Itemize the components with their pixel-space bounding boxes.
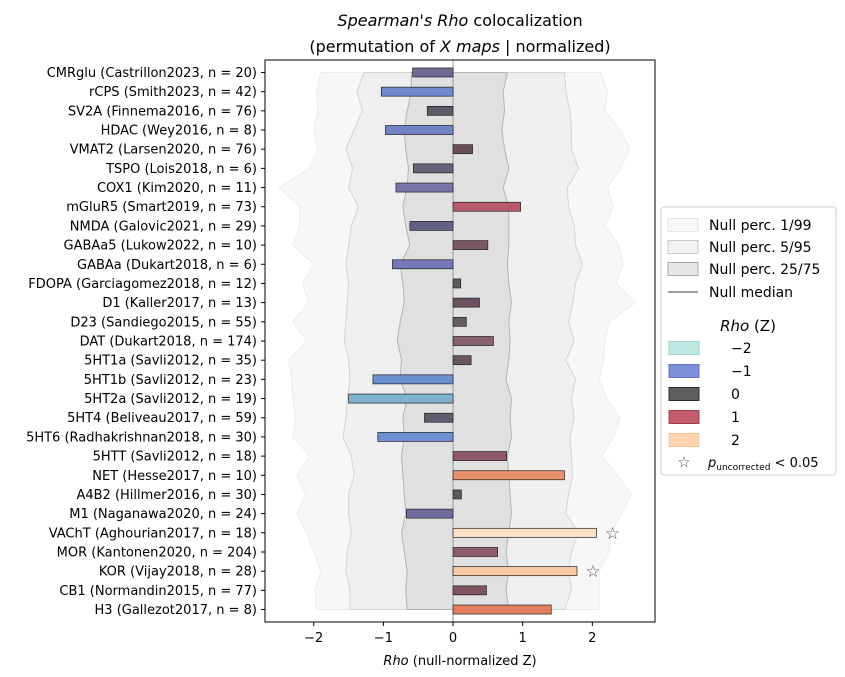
- bar: [452, 355, 472, 366]
- legend-swatch: [667, 262, 699, 276]
- bar: [348, 393, 454, 404]
- legend-title: Rho (Z): [720, 317, 776, 335]
- legend-color-label: 1: [731, 410, 740, 426]
- bar: [452, 489, 462, 500]
- y-tick-label: H3 (Gallezot2017, n = 8): [95, 603, 257, 618]
- y-tick-label: 5HT1b (Savli2012, n = 23): [84, 373, 257, 388]
- y-tick-label: 5HT6 (Radhakrishnan2018, n = 30): [26, 430, 257, 445]
- legend-label: Null perc. 25/75: [709, 262, 820, 278]
- y-tick-label: COX1 (Kim2020, n = 11): [97, 181, 257, 196]
- x-tick-label: 2: [588, 631, 596, 646]
- significance-star: ☆: [585, 562, 600, 582]
- bar: [452, 451, 508, 461]
- legend-sig-label: puncorrected < 0.05: [707, 456, 819, 473]
- y-tick-label: TSPO (Lois2018, n = 6): [105, 162, 257, 177]
- bar: [412, 163, 454, 174]
- bar: [385, 125, 454, 135]
- legend-swatch: [667, 218, 699, 232]
- bar: [377, 432, 454, 442]
- legend-color-label: −2: [731, 341, 752, 357]
- bar: [452, 604, 552, 615]
- bar: [452, 144, 473, 155]
- y-tick-label: KOR (Vijay2018, n = 28): [99, 565, 257, 580]
- bar: [452, 297, 480, 308]
- legend: Rho (Z) ☆ puncorrected < 0.05 Null perc.…: [660, 206, 837, 476]
- legend-color-swatch: [668, 387, 700, 401]
- bar: [426, 105, 454, 116]
- y-tick-label: 5HTT (Savli2012, n = 18): [93, 450, 257, 465]
- chart-title-line1: Spearman's Rho colocalization: [337, 11, 582, 30]
- bar: [452, 201, 521, 212]
- bar: [452, 585, 487, 596]
- y-tick-label: MOR (Kantonen2020, n = 204): [57, 545, 257, 560]
- y-tick-label: A4B2 (Hillmer2016, n = 30): [76, 488, 257, 503]
- x-tick-label: 0: [449, 631, 457, 646]
- bar: [452, 527, 597, 538]
- legend-sig-marker: ☆: [677, 453, 690, 471]
- bar: [452, 566, 578, 577]
- legend-color-label: −1: [731, 364, 752, 380]
- significance-star: ☆: [605, 524, 620, 544]
- legend-label: Null perc. 5/95: [709, 240, 812, 256]
- y-tick-label: HDAC (Wey2016, n = 8): [101, 124, 257, 139]
- y-tick-label: 5HT1a (Savli2012, n = 35): [84, 354, 257, 369]
- x-tick-label: −1: [374, 631, 393, 646]
- y-tick-label: DAT (Dukart2018, n = 174): [80, 335, 257, 350]
- y-tick-label: FDOPA (Garciagomez2018, n = 12): [28, 277, 257, 292]
- bar: [452, 278, 462, 289]
- y-tick-label: D1 (Kaller2017, n = 13): [102, 296, 257, 311]
- legend-color-label: 2: [731, 433, 740, 449]
- plot-area: ☆☆ CMRglu (Castrillon2023, n = 20) rCPS (S…: [26, 59, 656, 646]
- legend-color-swatch: [668, 364, 700, 378]
- legend-swatch: [667, 240, 699, 254]
- y-tick-label: SV2A (Finnema2016, n = 76): [68, 104, 257, 119]
- bar: [409, 221, 454, 231]
- x-axis-label: Rho (null-normalized Z): [383, 654, 536, 669]
- bar: [406, 508, 454, 519]
- y-tick-label: VAChT (Aghourian2017, n = 18): [49, 526, 257, 541]
- bar: [452, 316, 467, 327]
- y-tick-label: NET (Hesse2017, n = 10): [92, 469, 257, 484]
- legend-label: Null median: [709, 285, 793, 301]
- bar: [372, 374, 454, 385]
- bar: [412, 67, 454, 78]
- y-tick-label: GABAa5 (Lukow2022, n = 10): [64, 239, 257, 254]
- chart-title-line2: (permutation of X maps | normalized): [309, 37, 610, 56]
- y-tick-label: NMDA (Galovic2021, n = 29): [70, 219, 257, 234]
- x-tick-label: −2: [304, 631, 323, 646]
- legend-color-swatch: [668, 433, 700, 447]
- bar: [392, 259, 454, 270]
- y-tick-label: rCPS (Smith2023, n = 42): [89, 85, 257, 100]
- bar: [395, 182, 454, 193]
- y-tick-label: 5HT4 (Beliveau2017, n = 59): [67, 411, 257, 426]
- legend-color-swatch: [668, 341, 700, 355]
- bar: [424, 412, 454, 423]
- y-tick-label: D23 (Sandiego2015, n = 55): [70, 315, 257, 330]
- x-tick-label: 1: [519, 631, 527, 646]
- bar: [380, 86, 454, 97]
- y-tick-label: GABAa (Dukart2018, n = 6): [77, 258, 257, 273]
- legend-color-label: 0: [731, 387, 740, 403]
- y-tick-label: CMRglu (Castrillon2023, n = 20): [47, 66, 257, 81]
- legend-label: Null perc. 1/99: [709, 218, 812, 234]
- y-tick-label: M1 (Naganawa2020, n = 24): [69, 507, 257, 522]
- bar: [452, 240, 489, 250]
- legend-frame: [660, 206, 837, 476]
- bar: [452, 336, 494, 346]
- bar: [452, 470, 565, 481]
- y-tick-label: mGluR5 (Smart2019, n = 73): [66, 200, 257, 215]
- y-tick-label: VMAT2 (Larsen2020, n = 76): [70, 143, 257, 158]
- bar: [452, 547, 498, 557]
- y-tick-label: 5HT2a (Savli2012, n = 19): [84, 392, 257, 407]
- legend-color-swatch: [668, 410, 700, 424]
- y-tick-label: CB1 (Normandin2015, n = 77): [59, 584, 257, 599]
